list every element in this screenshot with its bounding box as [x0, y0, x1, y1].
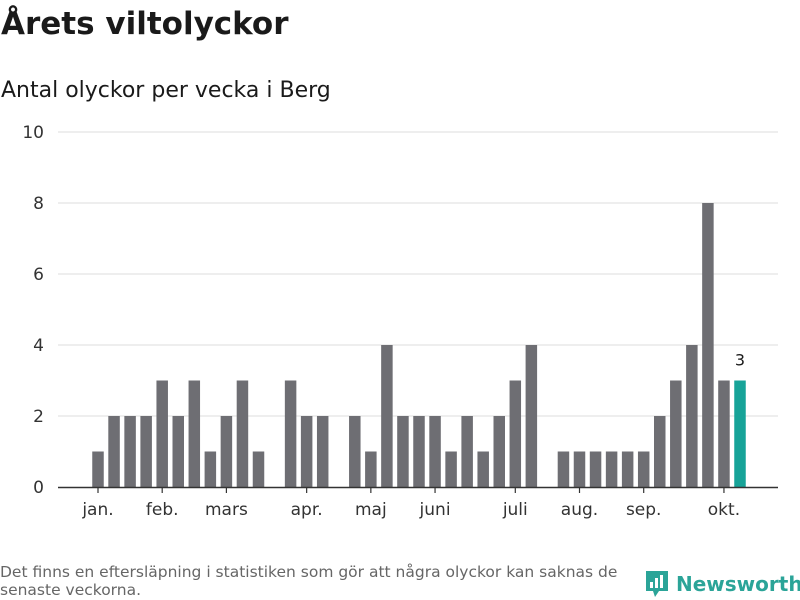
bar: [124, 416, 136, 487]
bar: [316, 416, 329, 487]
chart-title: Årets viltolyckor: [1, 6, 289, 42]
x-tick-label: sep.: [626, 500, 662, 520]
bar: [637, 451, 650, 487]
x-axis-ticks: jan. feb. mars apr. maj juni juli aug. sep. okt.: [81, 487, 740, 520]
bar: [156, 380, 168, 487]
bars: [92, 203, 746, 487]
brand-name: Newsworthy: [676, 572, 800, 596]
bar: [397, 416, 409, 487]
bar: [461, 416, 473, 487]
bar: [493, 416, 505, 487]
bar: [108, 416, 120, 487]
bar-chart: 0 2 4 6 8 10 jan. feb. mars apr. maj juni juli aug. s…: [22, 123, 778, 520]
bar: [429, 416, 441, 487]
brand-logo: Newsworthy: [644, 569, 800, 599]
bar: [172, 416, 184, 487]
x-tick-label: maj: [355, 500, 387, 520]
footnote: Det finns en eftersläpning i statistiken…: [0, 563, 618, 599]
bar: [605, 451, 618, 487]
bar: [140, 416, 152, 487]
bar: [654, 416, 666, 487]
bar: [702, 203, 714, 487]
chart-subtitle: Antal olyckor per vecka i Berg: [1, 78, 331, 103]
y-tick-label: 10: [22, 123, 44, 143]
bar: [381, 345, 393, 487]
bar: [525, 345, 538, 487]
bar: [589, 451, 602, 487]
y-tick-label: 0: [33, 478, 44, 498]
data-labels: 3: [735, 351, 745, 370]
x-tick-label: aug.: [561, 500, 598, 520]
y-axis-ticks: 0 2 4 6 8 10: [22, 123, 44, 498]
bar: [445, 451, 457, 487]
y-tick-label: 4: [33, 336, 44, 356]
bar: [188, 380, 201, 487]
bar: [204, 451, 217, 487]
data-label-current-week: 3: [735, 351, 745, 370]
x-tick-label: mars: [205, 500, 248, 520]
bar: [686, 345, 698, 487]
y-tick-label: 8: [33, 194, 44, 214]
bar: [557, 451, 570, 487]
bar: [621, 451, 634, 487]
y-tick-label: 2: [33, 407, 44, 427]
x-tick-label: feb.: [146, 500, 179, 520]
bar: [477, 451, 489, 487]
bar: [718, 380, 730, 487]
bar: [92, 451, 104, 487]
bar: [365, 451, 377, 487]
gridlines: [58, 131, 778, 417]
bar: [413, 416, 425, 487]
x-tick-label: jan.: [81, 500, 113, 520]
bar: [349, 416, 361, 487]
bar: [236, 380, 249, 487]
bar-current-week: [734, 380, 746, 487]
bar: [573, 451, 586, 487]
bar: [300, 416, 313, 487]
bar: [252, 451, 265, 487]
x-tick-label: juli: [502, 500, 528, 520]
bar: [284, 380, 297, 487]
bar: [670, 380, 682, 487]
bar: [220, 416, 233, 487]
newsworthy-logo-icon: [646, 571, 668, 597]
y-tick-label: 6: [33, 265, 44, 285]
bar: [509, 380, 522, 487]
x-tick-label: apr.: [291, 500, 323, 520]
x-tick-label: juni: [419, 500, 451, 520]
x-tick-label: okt.: [708, 500, 740, 520]
